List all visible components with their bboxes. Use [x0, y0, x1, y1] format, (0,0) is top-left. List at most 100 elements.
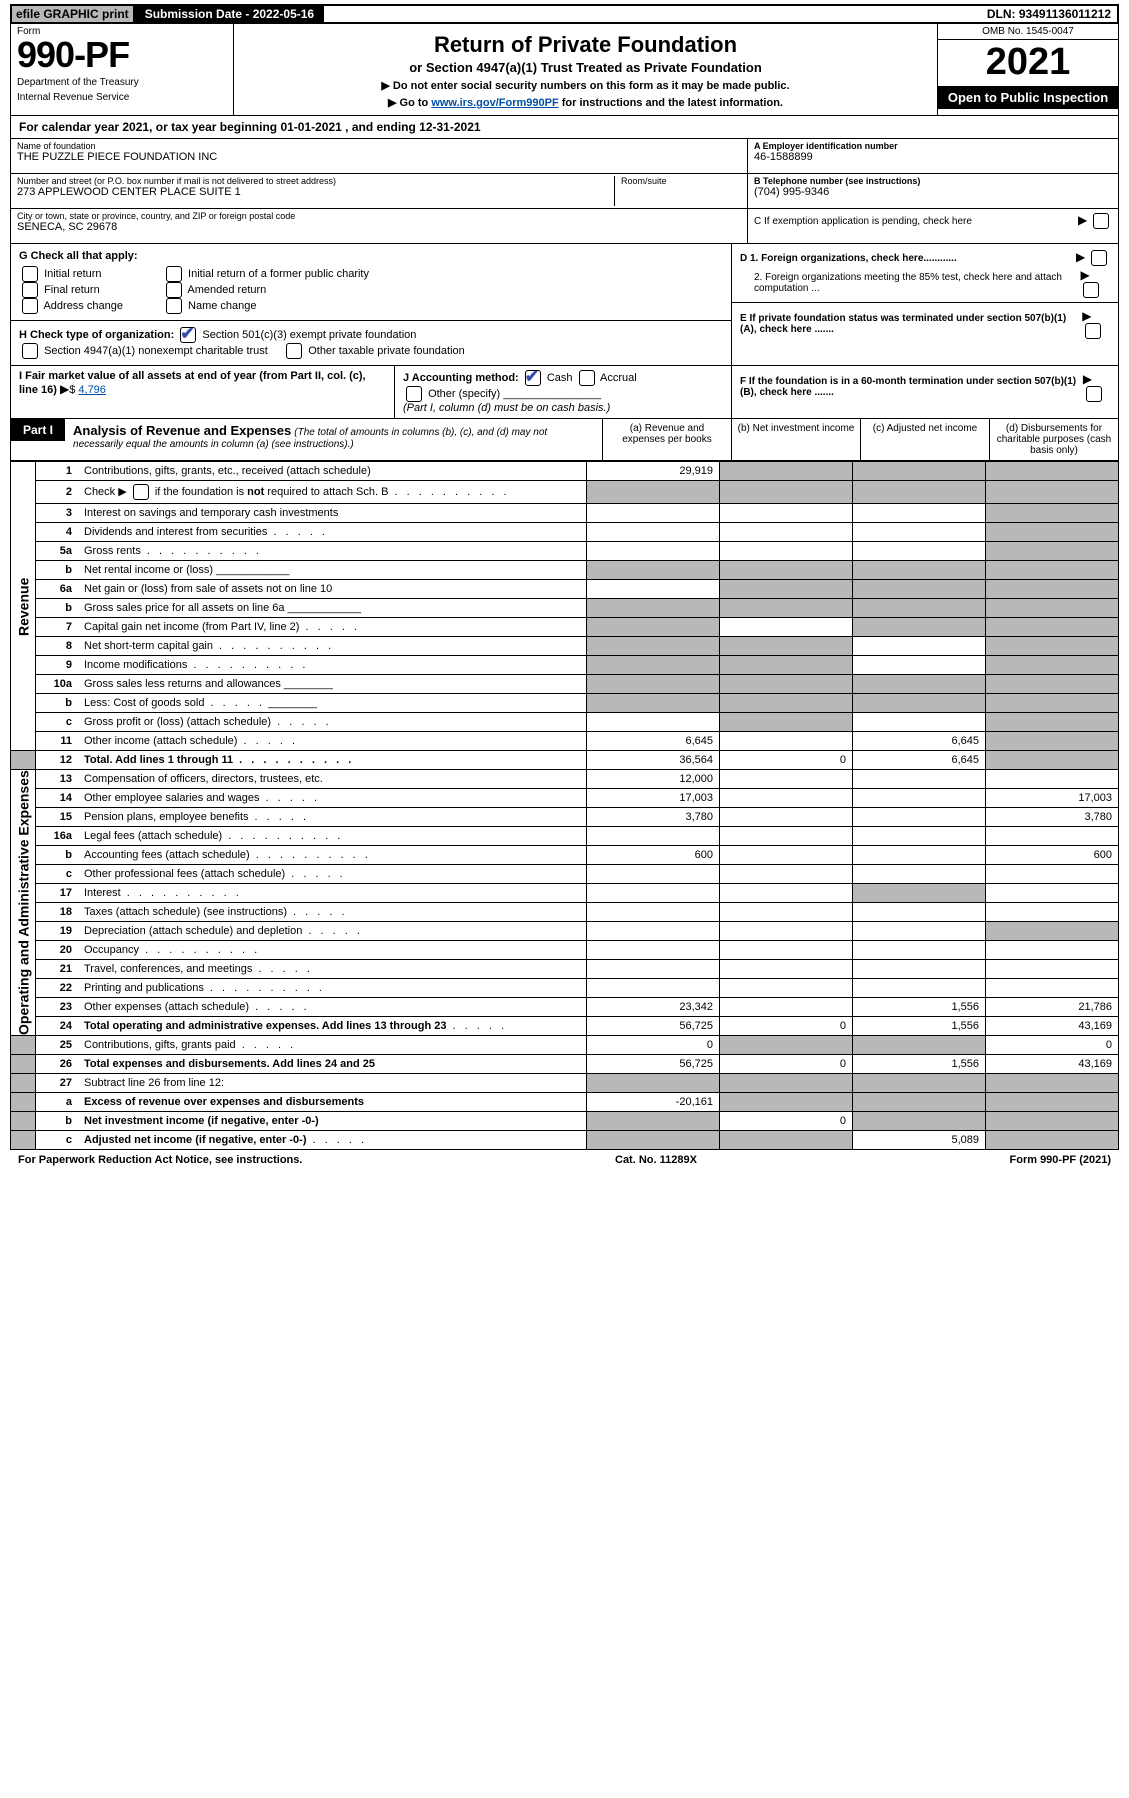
- footer-right: Form 990-PF (2021): [1010, 1154, 1112, 1166]
- d2-label: 2. Foreign organizations meeting the 85%…: [740, 272, 1080, 294]
- line-5b: Net rental income or (loss): [84, 564, 213, 576]
- val-11c: 6,645: [853, 732, 986, 751]
- line-3: Interest on savings and temporary cash i…: [78, 504, 587, 523]
- efile-label[interactable]: efile GRAPHIC print: [12, 6, 135, 22]
- val-13a: 12,000: [587, 770, 720, 789]
- line-21: Travel, conferences, and meetings: [84, 963, 252, 975]
- open-public-badge: Open to Public Inspection: [938, 86, 1118, 109]
- g-address-checkbox[interactable]: [22, 298, 38, 314]
- val-25a: 0: [587, 1036, 720, 1055]
- j-label: J Accounting method:: [403, 372, 519, 384]
- line-27c: Adjusted net income (if negative, enter …: [84, 1134, 306, 1146]
- j-accrual: Accrual: [600, 372, 637, 384]
- col-b-header: (b) Net investment income: [731, 419, 860, 460]
- d2-checkbox[interactable]: [1083, 282, 1099, 298]
- j-accrual-checkbox[interactable]: [579, 370, 595, 386]
- val-16bd: 600: [986, 846, 1119, 865]
- line-22: Printing and publications: [84, 982, 204, 994]
- revenue-sidelabel: Revenue: [11, 462, 36, 751]
- val-23a: 23,342: [587, 998, 720, 1017]
- form-subtitle: or Section 4947(a)(1) Trust Treated as P…: [240, 60, 931, 75]
- e-checkbox[interactable]: [1085, 323, 1101, 339]
- line-12: Total. Add lines 1 through 11: [84, 754, 233, 766]
- room-label: Room/suite: [621, 176, 741, 186]
- h-other-checkbox[interactable]: [286, 343, 302, 359]
- form-number: 990-PF: [17, 37, 227, 73]
- phone-label: B Telephone number (see instructions): [754, 176, 1112, 186]
- c-checkbox[interactable]: [1093, 213, 1109, 229]
- val-14d: 17,003: [986, 789, 1119, 808]
- submission-date: Submission Date - 2022-05-16: [135, 6, 324, 22]
- ein-label: A Employer identification number: [754, 141, 1112, 151]
- g-initial-checkbox[interactable]: [22, 266, 38, 282]
- addr-label: Number and street (or P.O. box number if…: [17, 176, 614, 186]
- line-20: Occupancy: [84, 944, 139, 956]
- d1-checkbox[interactable]: [1091, 250, 1107, 266]
- val-25d: 0: [986, 1036, 1119, 1055]
- g-initial-former-checkbox[interactable]: [166, 266, 182, 282]
- val-26c: 1,556: [853, 1055, 986, 1074]
- val-26d: 43,169: [986, 1055, 1119, 1074]
- expenses-sidelabel: Operating and Administrative Expenses: [11, 770, 36, 1036]
- line-5a: Gross rents: [84, 545, 141, 557]
- j-other: Other (specify): [428, 388, 500, 400]
- line-11: Other income (attach schedule): [84, 735, 237, 747]
- d1-label: D 1. Foreign organizations, check here..…: [740, 253, 957, 264]
- form990pf-link[interactable]: www.irs.gov/Form990PF: [431, 97, 558, 109]
- part1-label: Part I: [11, 419, 65, 441]
- e-label: E If private foundation status was termi…: [740, 313, 1082, 335]
- line-16a: Legal fees (attach schedule): [84, 830, 222, 842]
- line-10c: Gross profit or (loss) (attach schedule): [84, 716, 271, 728]
- val-24c: 1,556: [853, 1017, 986, 1036]
- val-27aa: -20,161: [587, 1093, 720, 1112]
- j-cash-checkbox[interactable]: [525, 370, 541, 386]
- h-4947-checkbox[interactable]: [22, 343, 38, 359]
- line-2-checkbox[interactable]: [133, 484, 149, 500]
- line-27a: Excess of revenue over expenses and disb…: [78, 1093, 587, 1112]
- val-23c: 1,556: [853, 998, 986, 1017]
- line-15: Pension plans, employee benefits: [84, 811, 249, 823]
- g-amended-checkbox[interactable]: [166, 282, 182, 298]
- g-amended: Amended return: [187, 284, 266, 296]
- footer-center: Cat. No. 11289X: [615, 1154, 697, 1166]
- city-state-zip: SENECA, SC 29678: [17, 221, 741, 233]
- tax-year: 2021: [938, 40, 1118, 86]
- line-4: Dividends and interest from securities: [84, 526, 267, 538]
- val-24b: 0: [720, 1017, 853, 1036]
- g-name-checkbox[interactable]: [166, 298, 182, 314]
- j-other-checkbox[interactable]: [406, 386, 422, 402]
- line-6b: Gross sales price for all assets on line…: [84, 602, 285, 614]
- h-501c3: Section 501(c)(3) exempt private foundat…: [202, 329, 416, 341]
- form-title: Return of Private Foundation: [240, 32, 931, 58]
- h-label: H Check type of organization:: [19, 329, 174, 341]
- instr-goto-pre: ▶ Go to: [388, 97, 431, 109]
- phone-value: (704) 995-9346: [754, 186, 1112, 198]
- val-26a: 56,725: [587, 1055, 720, 1074]
- h-501c3-checkbox[interactable]: [180, 327, 196, 343]
- val-11a: 6,645: [587, 732, 720, 751]
- line-16c: Other professional fees (attach schedule…: [84, 868, 285, 880]
- line-14: Other employee salaries and wages: [84, 792, 259, 804]
- top-bar: efile GRAPHIC print Submission Date - 20…: [10, 4, 1119, 24]
- footer-left: For Paperwork Reduction Act Notice, see …: [18, 1154, 302, 1166]
- f-checkbox[interactable]: [1086, 386, 1102, 402]
- street-address: 273 APPLEWOOD CENTER PLACE SUITE 1: [17, 186, 614, 198]
- line-25: Contributions, gifts, grants paid: [84, 1039, 236, 1051]
- j-cash: Cash: [547, 372, 573, 384]
- line-23: Other expenses (attach schedule): [84, 1001, 249, 1013]
- line-7: Capital gain net income (from Part IV, l…: [84, 621, 299, 633]
- j-note: (Part I, column (d) must be on cash basi…: [403, 402, 610, 414]
- val-1a: 29,919: [587, 462, 720, 481]
- name-label: Name of foundation: [17, 141, 741, 151]
- val-24a: 56,725: [587, 1017, 720, 1036]
- foundation-name: THE PUZZLE PIECE FOUNDATION INC: [17, 151, 741, 163]
- instr-ssn: ▶ Do not enter social security numbers o…: [240, 79, 931, 92]
- col-d-header: (d) Disbursements for charitable purpose…: [989, 419, 1118, 460]
- omb-number: OMB No. 1545-0047: [938, 24, 1118, 40]
- instr-goto-post: for instructions and the latest informat…: [562, 97, 783, 109]
- val-27bb: 0: [720, 1112, 853, 1131]
- dept-treasury: Department of the Treasury: [17, 77, 227, 88]
- g-final-checkbox[interactable]: [22, 282, 38, 298]
- val-12c: 6,645: [853, 751, 986, 770]
- line-9: Income modifications: [84, 659, 187, 671]
